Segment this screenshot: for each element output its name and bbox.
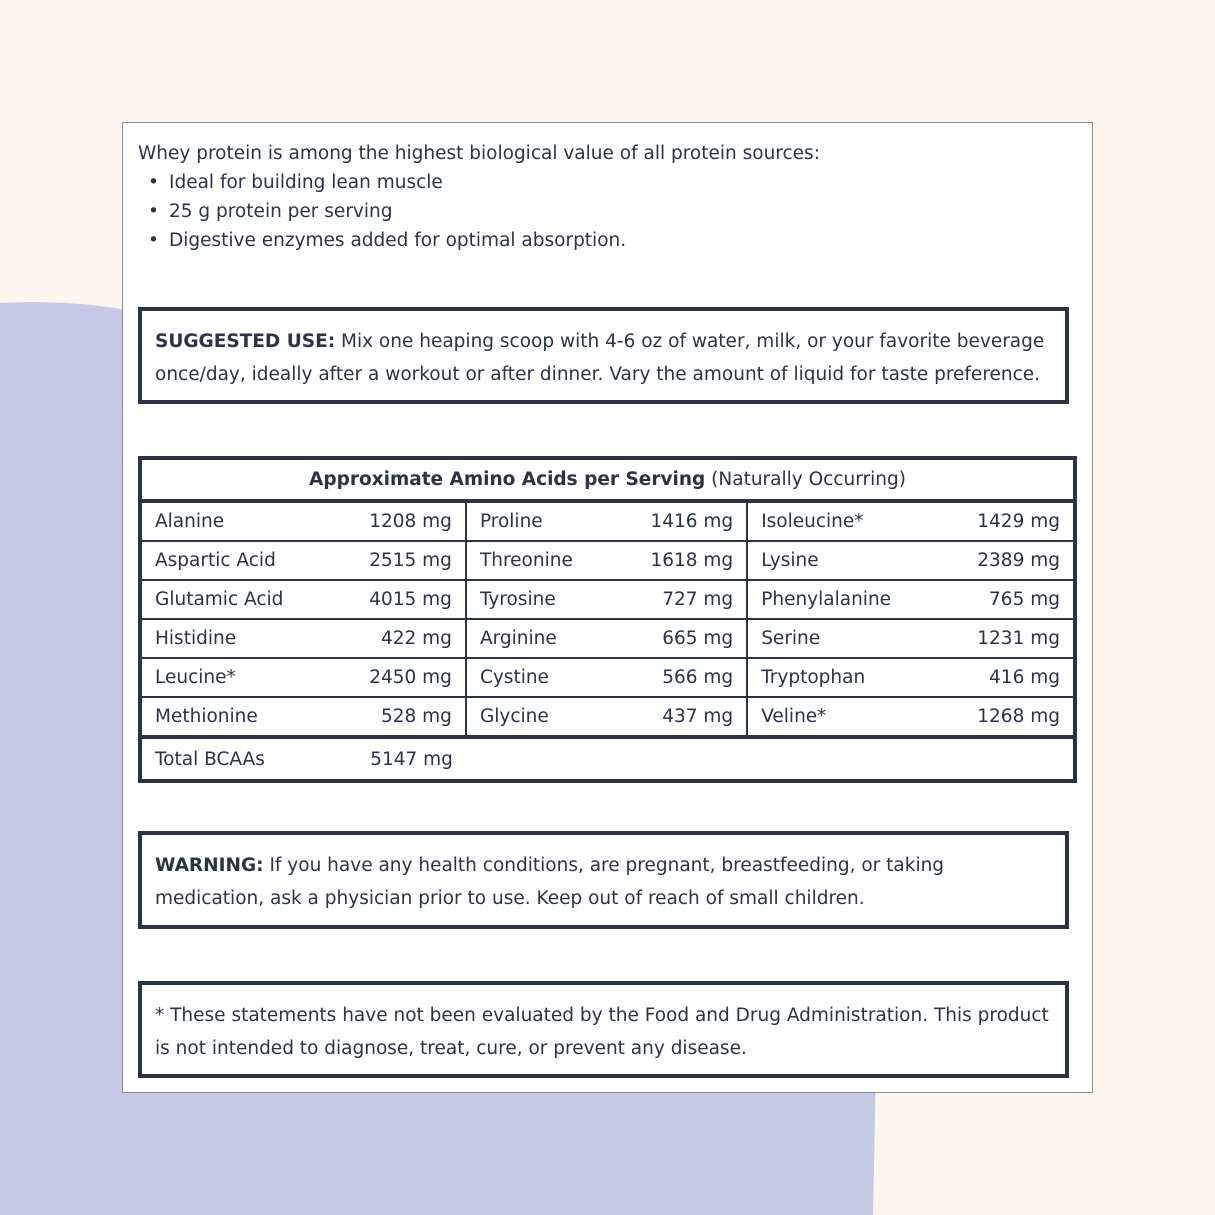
amino-name: Proline bbox=[465, 500, 613, 542]
disclaimer-text: * These statements have not been evaluat… bbox=[155, 1005, 1049, 1059]
amino-name: Tryptophan bbox=[747, 657, 940, 698]
amino-name: Arginine bbox=[465, 618, 613, 659]
table-row: Methionine 528 mg Glycine 437 mg Veline* 1268… bbox=[140, 696, 1075, 738]
amino-value: 1416 mg bbox=[612, 500, 749, 542]
amino-value: 1231 mg bbox=[939, 618, 1075, 659]
amino-value: 765 mg bbox=[939, 579, 1075, 620]
amino-value: 422 mg bbox=[331, 618, 467, 659]
amino-value: 665 mg bbox=[612, 618, 749, 659]
amino-name: Isoleucine* bbox=[747, 500, 940, 542]
amino-value: 727 mg bbox=[612, 579, 749, 620]
amino-value: 4015 mg bbox=[331, 579, 467, 620]
disclaimer-box: * These statements have not been evaluat… bbox=[138, 981, 1069, 1078]
total-label: Total BCAAs bbox=[140, 735, 332, 782]
amino-name: Cystine bbox=[465, 657, 613, 698]
product-info-card: Whey protein is among the highest biolog… bbox=[122, 122, 1093, 1093]
table-row: Alanine 1208 mg Proline 1416 mg Isoleucine* 1… bbox=[140, 500, 1075, 542]
warning-box: WARNING: If you have any health conditio… bbox=[138, 831, 1069, 929]
amino-name: Tyrosine bbox=[465, 579, 613, 620]
intro-lead: Whey protein is among the highest biolog… bbox=[138, 143, 820, 164]
amino-value: 1268 mg bbox=[939, 696, 1075, 738]
amino-value: 437 mg bbox=[612, 696, 749, 738]
benefit-item: Ideal for building lean muscle bbox=[148, 168, 820, 197]
warning-label: WARNING: bbox=[155, 855, 264, 876]
amino-value: 2389 mg bbox=[939, 540, 1075, 581]
suggested-use-label: SUGGESTED USE: bbox=[155, 331, 336, 352]
amino-name: Alanine bbox=[140, 500, 332, 542]
benefit-item: 25 g protein per serving bbox=[148, 197, 820, 226]
suggested-use-text: Mix one heaping scoop with 4-6 oz of wat… bbox=[155, 331, 1045, 385]
table-row: Histidine 422 mg Arginine 665 mg Serine 1231 … bbox=[140, 618, 1075, 659]
intro: Whey protein is among the highest biolog… bbox=[138, 139, 820, 255]
benefit-item: Digestive enzymes added for optimal abso… bbox=[148, 226, 820, 255]
table-row: Leucine* 2450 mg Cystine 566 mg Tryptophan 41… bbox=[140, 657, 1075, 698]
amino-value: 2450 mg bbox=[331, 657, 467, 698]
table-row: Glutamic Acid 4015 mg Tyrosine 727 mg Phenyl… bbox=[140, 579, 1075, 620]
amino-value: 2515 mg bbox=[331, 540, 467, 581]
amino-name: Veline* bbox=[747, 696, 940, 738]
amino-name: Lysine bbox=[747, 540, 940, 581]
amino-name: Aspartic Acid bbox=[140, 540, 332, 581]
amino-name: Histidine bbox=[140, 618, 332, 659]
amino-name: Methionine bbox=[140, 696, 332, 738]
benefit-list: Ideal for building lean muscle 25 g prot… bbox=[138, 168, 820, 255]
amino-name: Phenylalanine bbox=[747, 579, 940, 620]
amino-name: Glutamic Acid bbox=[140, 579, 332, 620]
amino-value: 528 mg bbox=[331, 696, 467, 738]
amino-value: 1429 mg bbox=[939, 500, 1075, 542]
amino-value: 416 mg bbox=[939, 657, 1075, 698]
total-value: 5147 mg bbox=[331, 735, 466, 782]
warning-text: If you have any health conditions, are p… bbox=[155, 855, 945, 909]
amino-acid-table: Approximate Amino Acids per Serving (Nat… bbox=[138, 456, 1077, 783]
table-row: Aspartic Acid 2515 mg Threonine 1618 mg Lysi… bbox=[140, 540, 1075, 581]
table-title: Approximate Amino Acids per Serving (Nat… bbox=[140, 457, 1075, 503]
total-row: Total BCAAs 5147 mg bbox=[140, 735, 1075, 782]
amino-value: 1618 mg bbox=[612, 540, 749, 581]
amino-name: Threonine bbox=[465, 540, 613, 581]
amino-name: Serine bbox=[747, 618, 940, 659]
amino-value: 566 mg bbox=[612, 657, 749, 698]
amino-name: Leucine* bbox=[140, 657, 332, 698]
amino-name: Glycine bbox=[465, 696, 613, 738]
suggested-use-box: SUGGESTED USE: Mix one heaping scoop wit… bbox=[138, 307, 1069, 404]
amino-value: 1208 mg bbox=[331, 500, 467, 542]
